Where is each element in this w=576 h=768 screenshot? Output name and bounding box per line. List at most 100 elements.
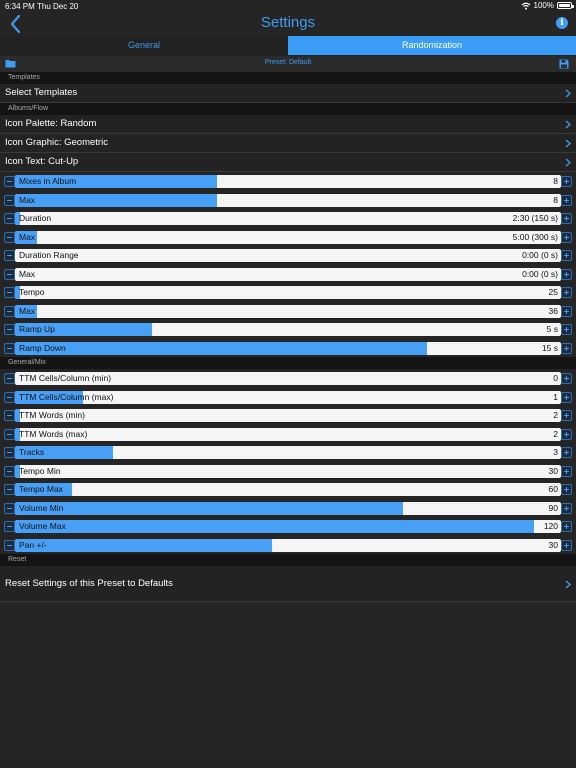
info-icon[interactable]: i bbox=[556, 17, 568, 29]
slider-track[interactable]: Tracks 3 bbox=[15, 446, 561, 459]
icon-graphic-row[interactable]: Icon Graphic: Geometric bbox=[0, 134, 576, 153]
tab-randomization[interactable]: Randomization bbox=[288, 36, 576, 55]
chevron-right-icon bbox=[565, 158, 571, 167]
slider-track[interactable]: Volume Min 90 bbox=[15, 501, 561, 515]
increment-button[interactable] bbox=[561, 287, 572, 298]
decrement-button[interactable] bbox=[4, 428, 15, 440]
increment-button[interactable] bbox=[561, 176, 572, 187]
increment-button[interactable] bbox=[561, 213, 572, 224]
slider-fill bbox=[15, 230, 37, 244]
icon-text-row[interactable]: Icon Text: Cut-Up bbox=[0, 153, 576, 172]
increment-button[interactable] bbox=[561, 342, 572, 354]
slider-value: 120 bbox=[543, 521, 558, 531]
slider-track[interactable]: Duration 2:30 (150 s) bbox=[15, 212, 561, 225]
increment-button[interactable] bbox=[561, 465, 572, 477]
slider-track[interactable]: Ramp Up 5 s bbox=[15, 323, 561, 336]
slider-value: 60 bbox=[548, 484, 558, 494]
increment-button[interactable] bbox=[561, 539, 572, 551]
select-templates-row[interactable]: Select Templates bbox=[0, 84, 576, 103]
slider-label: Volume Min bbox=[19, 502, 64, 513]
folder-icon[interactable] bbox=[5, 59, 16, 68]
increment-button[interactable] bbox=[561, 391, 572, 403]
decrement-button[interactable] bbox=[4, 391, 15, 403]
increment-button[interactable] bbox=[561, 250, 572, 261]
increment-button[interactable] bbox=[561, 410, 572, 421]
decrement-button[interactable] bbox=[4, 324, 15, 335]
decrement-button[interactable] bbox=[4, 231, 15, 243]
decrement-button[interactable] bbox=[4, 342, 15, 354]
slider-fill bbox=[15, 464, 21, 478]
slider-track[interactable]: Tempo Min 30 bbox=[15, 464, 561, 478]
increment-button[interactable] bbox=[561, 305, 572, 317]
slider-fill bbox=[15, 501, 403, 515]
decrement-button[interactable] bbox=[4, 521, 15, 532]
slider-fill bbox=[15, 427, 21, 441]
decrement-button[interactable] bbox=[4, 305, 15, 317]
row-label: Select Templates bbox=[5, 87, 78, 98]
decrement-button[interactable] bbox=[4, 287, 15, 298]
slider-fill bbox=[15, 175, 218, 188]
decrement-button[interactable] bbox=[4, 268, 15, 280]
slider-fill bbox=[15, 341, 428, 355]
slider-value: 1 bbox=[553, 391, 558, 402]
increment-button[interactable] bbox=[561, 194, 572, 206]
reset-defaults-row[interactable]: Reset Settings of this Preset to Default… bbox=[0, 566, 576, 602]
slider-track[interactable]: Mixes in Album 8 bbox=[15, 175, 561, 188]
decrement-button[interactable] bbox=[4, 194, 15, 206]
increment-button[interactable] bbox=[561, 231, 572, 243]
decrement-button[interactable] bbox=[4, 539, 15, 551]
icon-palette-row[interactable]: Icon Palette: Random bbox=[0, 115, 576, 134]
decrement-button[interactable] bbox=[4, 465, 15, 477]
slider-track[interactable]: Max 0:00 (0 s) bbox=[15, 267, 561, 281]
slider-row: Duration Range 0:00 (0 s) bbox=[0, 246, 576, 265]
status-time: 6:34 PM bbox=[5, 2, 35, 11]
slider-track[interactable]: Max 5:00 (300 s) bbox=[15, 230, 561, 244]
increment-button[interactable] bbox=[561, 484, 572, 495]
slider-row: TTM Cells/Column (max) 1 bbox=[0, 387, 576, 406]
slider-track[interactable]: TTM Words (max) 2 bbox=[15, 427, 561, 441]
decrement-button[interactable] bbox=[4, 410, 15, 421]
slider-track[interactable]: TTM Cells/Column (max) 1 bbox=[15, 390, 561, 404]
increment-button[interactable] bbox=[561, 521, 572, 532]
slider-track[interactable]: Tempo 25 bbox=[15, 286, 561, 299]
increment-button[interactable] bbox=[561, 502, 572, 514]
increment-button[interactable] bbox=[561, 373, 572, 384]
slider-track[interactable]: TTM Words (min) 2 bbox=[15, 409, 561, 422]
decrement-button[interactable] bbox=[4, 447, 15, 458]
increment-button[interactable] bbox=[561, 268, 572, 280]
tab-general[interactable]: General bbox=[0, 36, 288, 55]
slider-track[interactable]: Max 36 bbox=[15, 304, 561, 318]
preset-label[interactable]: Preset: Default bbox=[264, 59, 312, 66]
slider-value: 30 bbox=[548, 539, 558, 550]
decrement-button[interactable] bbox=[4, 176, 15, 187]
decrement-button[interactable] bbox=[4, 250, 15, 261]
slider-track[interactable]: Volume Max 120 bbox=[15, 520, 561, 533]
decrement-button[interactable] bbox=[4, 373, 15, 384]
slider-value: 90 bbox=[548, 502, 558, 513]
increment-button[interactable] bbox=[561, 428, 572, 440]
increment-button[interactable] bbox=[561, 447, 572, 458]
decrement-button[interactable] bbox=[4, 484, 15, 495]
slider-track[interactable]: Tempo Max 60 bbox=[15, 483, 561, 496]
slider-value: 3 bbox=[553, 447, 558, 457]
slider-label: Mixes in Album bbox=[19, 176, 77, 186]
slider-value: 8 bbox=[553, 176, 558, 186]
slider-label: TTM Words (min) bbox=[19, 410, 85, 420]
increment-button[interactable] bbox=[561, 324, 572, 335]
slider-value: 0:00 (0 s) bbox=[522, 268, 558, 279]
slider-track[interactable]: Max 8 bbox=[15, 193, 561, 207]
slider-row: Max 8 bbox=[0, 190, 576, 209]
save-icon[interactable] bbox=[559, 59, 569, 69]
chevron-right-icon bbox=[565, 120, 571, 129]
slider-track[interactable]: Pan +/- 30 bbox=[15, 538, 561, 552]
albums-flow-sliders: Mixes in Album 8 Max 8 Duration 2:30 (150 s) M… bbox=[0, 172, 576, 357]
decrement-button[interactable] bbox=[4, 502, 15, 514]
decrement-button[interactable] bbox=[4, 213, 15, 224]
chevron-left-icon[interactable] bbox=[8, 14, 24, 34]
slider-track[interactable]: Ramp Down 15 s bbox=[15, 341, 561, 355]
slider-label: TTM Cells/Column (max) bbox=[19, 391, 114, 402]
slider-track[interactable]: Duration Range 0:00 (0 s) bbox=[15, 249, 561, 262]
slider-track[interactable]: TTM Cells/Column (min) 0 bbox=[15, 372, 561, 385]
slider-label: TTM Cells/Column (min) bbox=[19, 373, 112, 383]
slider-row: Tempo 25 bbox=[0, 283, 576, 302]
